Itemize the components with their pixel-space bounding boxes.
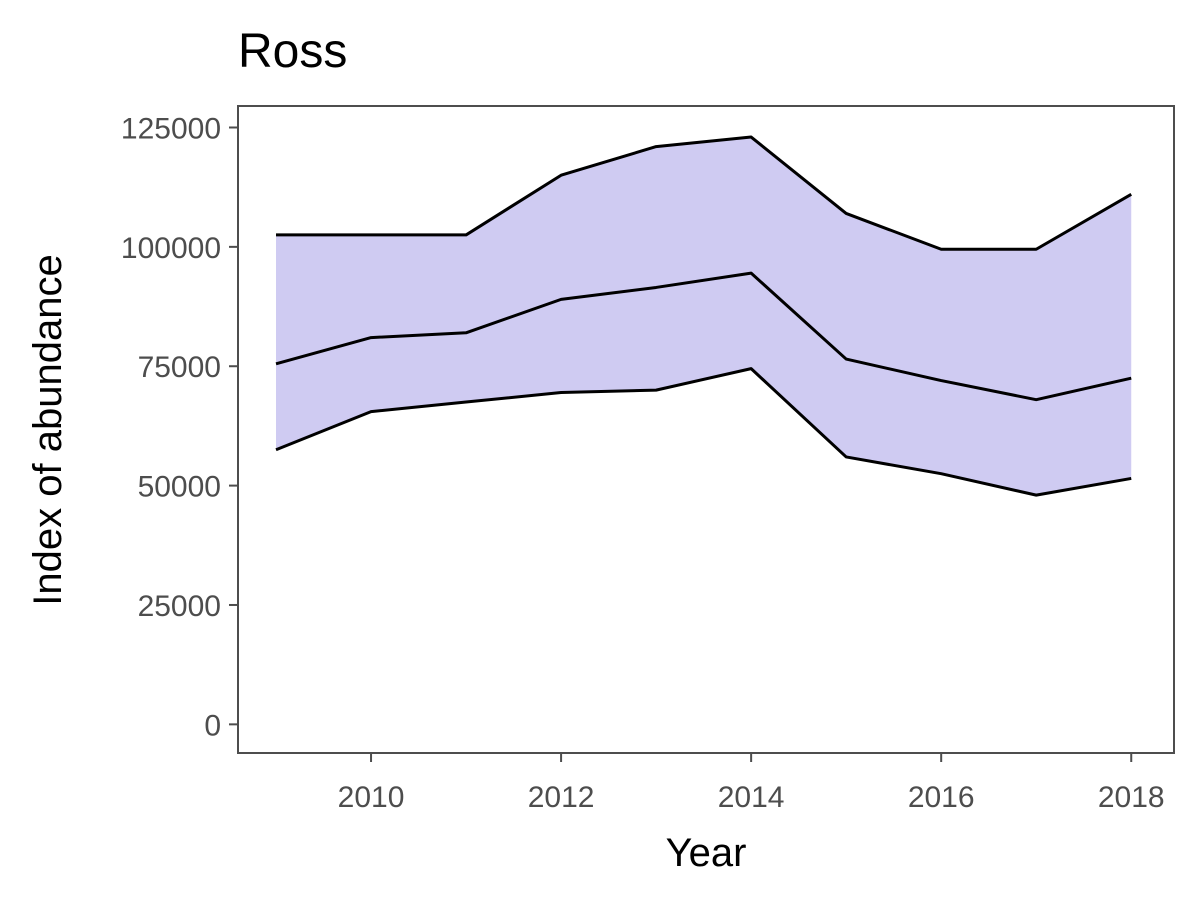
y-axis: 0 25000 50000 75000 100000 125000 — [121, 112, 238, 742]
y-tick-label: 125000 — [121, 112, 221, 145]
x-tick-label: 2012 — [528, 781, 595, 814]
series-line-lower — [275, 367, 1132, 497]
y-tick-label: 75000 — [138, 351, 221, 384]
x-tick-label: 2018 — [1098, 781, 1165, 814]
y-tick-label: 0 — [204, 709, 221, 742]
x-tick-label: 2010 — [338, 781, 405, 814]
series-line-upper — [276, 135, 1132, 251]
y-tick-label: 100000 — [121, 232, 221, 265]
series-lines-layer — [275, 135, 1132, 497]
y-axis-title: Index of abundance — [26, 254, 70, 605]
confidence-ribbon — [276, 137, 1132, 496]
y-tick-label: 25000 — [138, 590, 221, 623]
confidence-ribbon-layer — [276, 137, 1132, 496]
chart-title: Ross — [238, 25, 347, 78]
x-tick-label: 2016 — [908, 781, 975, 814]
x-axis-title: Year — [666, 831, 747, 875]
series-line-estimate — [275, 271, 1132, 402]
x-axis: 2010 2012 2014 2016 2018 — [338, 753, 1165, 814]
plot-panel-border — [237, 105, 1175, 754]
x-tick-label: 2014 — [718, 781, 785, 814]
y-tick-label: 50000 — [138, 471, 221, 504]
